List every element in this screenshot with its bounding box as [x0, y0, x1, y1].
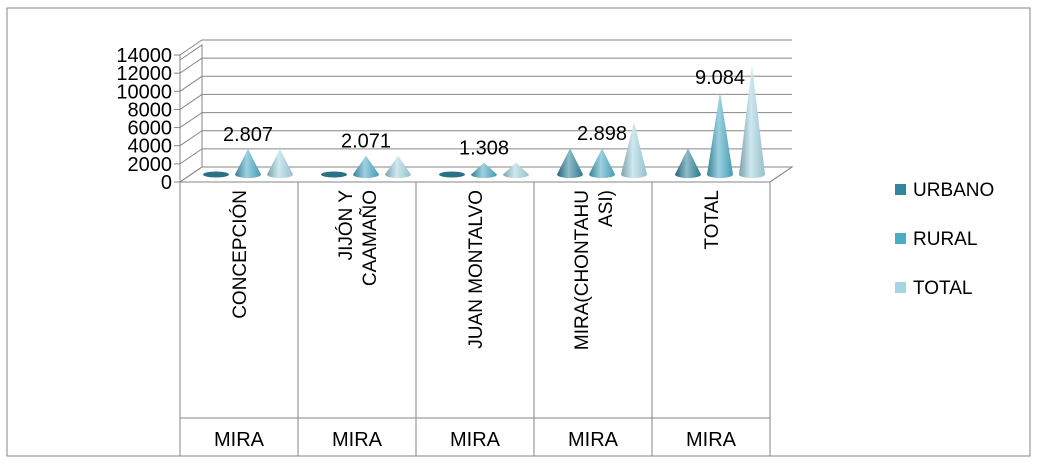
- cone-base: [439, 171, 465, 178]
- data-label: 1.308: [459, 138, 509, 160]
- chart-frame: [6, 7, 1031, 457]
- cone-rural: [353, 155, 379, 178]
- cone-urbano: [203, 171, 229, 178]
- category-label: CONCEPCIÓN: [229, 190, 251, 319]
- y-tick-label: 12000: [116, 63, 172, 85]
- cone-urbano: [675, 148, 702, 178]
- category-label: TOTAL: [702, 190, 723, 249]
- group-label: MIRA: [332, 429, 383, 451]
- cone-body: [739, 65, 766, 178]
- cone-body: [385, 155, 411, 178]
- cone-body: [267, 149, 293, 178]
- group-label: MIRA: [568, 429, 619, 451]
- gridline: [179, 112, 792, 128]
- data-label: 9.084: [695, 67, 745, 89]
- cone-body: [675, 148, 702, 178]
- floor-edge: [769, 166, 793, 183]
- cone-urbano: [557, 148, 583, 178]
- cone-rural: [707, 92, 733, 178]
- cone-total: [621, 121, 647, 178]
- data-label: 2.898: [577, 123, 627, 145]
- y-tick-label: 8000: [128, 99, 173, 121]
- data-label: 2.071: [341, 131, 391, 153]
- gridline: [179, 130, 792, 147]
- cone-body: [557, 148, 583, 178]
- cone-body: [707, 92, 733, 178]
- cone-rural: [471, 162, 497, 178]
- category-label: JIJÓN Y: [335, 190, 357, 261]
- cone-body: [589, 148, 615, 178]
- group-label: MIRA: [450, 429, 501, 451]
- group-label: MIRA: [686, 429, 737, 451]
- y-tick-label: 10000: [116, 81, 172, 103]
- y-tick-label: 14000: [116, 45, 172, 67]
- y-tick-label: 2000: [128, 154, 173, 176]
- legend-swatch: [895, 282, 906, 293]
- cone-body: [353, 155, 379, 178]
- cone-body: [621, 121, 647, 178]
- y-tick-label: 4000: [128, 136, 173, 158]
- category-label: MIRA(CHONTAHU: [572, 190, 593, 350]
- data-label: 2.807: [223, 124, 273, 146]
- cone-base: [203, 171, 229, 178]
- cone-urbano: [321, 171, 347, 178]
- gridline: [179, 39, 792, 56]
- gridline: [179, 148, 792, 165]
- cone-body: [471, 162, 497, 178]
- legend-entry: TOTAL: [913, 278, 972, 299]
- legend-swatch: [895, 233, 906, 244]
- cone-total: [739, 65, 766, 178]
- cone-body: [235, 149, 261, 178]
- cones: [203, 65, 766, 178]
- gridline: [179, 57, 792, 74]
- category-label: ASI): [596, 190, 617, 227]
- gridlines: [179, 39, 792, 183]
- cone-rural: [589, 148, 615, 178]
- legend: URBANO RURAL TOTAL: [895, 180, 994, 299]
- legend-swatch: [895, 184, 906, 195]
- cone-total: [267, 149, 293, 178]
- y-tick-label: 6000: [128, 118, 173, 140]
- cone-urbano: [439, 171, 465, 178]
- cone-body: [503, 162, 529, 178]
- gridline: [179, 93, 792, 110]
- category-label: JUAN MONTALVO: [466, 190, 487, 349]
- cone-rural: [235, 149, 261, 178]
- legend-entry: URBANO: [913, 180, 994, 201]
- group-label: MIRA: [214, 429, 265, 451]
- cone-total: [385, 155, 411, 178]
- y-tick-label: 0: [161, 172, 172, 194]
- gridline: [179, 75, 792, 92]
- data-labels: 2.807 2.071 1.308 2.898 9.084: [223, 67, 745, 160]
- legend-entry: RURAL: [913, 229, 977, 250]
- cone-base: [321, 171, 347, 178]
- cone-total: [503, 162, 529, 178]
- category-label: CAAMAÑO: [359, 190, 381, 286]
- category-table: CONCEPCIÓN JIJÓN Y CAAMAÑO JUAN MONTALVO MIR…: [179, 166, 793, 456]
